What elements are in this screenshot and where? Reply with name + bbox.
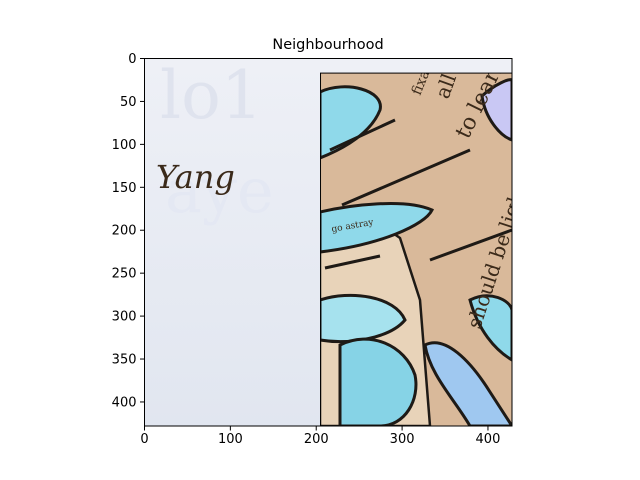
cyan-shape: [338, 337, 418, 426]
faded-background-letters-2: aye: [165, 154, 274, 227]
cyan-shape: [468, 294, 512, 362]
faded-background-letters: lo1: [160, 57, 263, 134]
lavender-shape: [480, 78, 512, 142]
x-tick-label: 300: [390, 432, 415, 447]
yang-word: Yang: [156, 158, 235, 196]
ink-strokes: [324, 118, 512, 270]
cyan-shape: [320, 202, 435, 254]
y-tick-label: 50: [120, 95, 137, 110]
cyan-shape: [320, 293, 407, 344]
y-tick-label: 200: [112, 224, 137, 239]
y-axis: 0 50 100 150 200 250 300 350 400: [112, 52, 145, 410]
cyan-shape: [320, 85, 382, 160]
y-tick-label: 0: [128, 52, 136, 67]
y-tick-label: 100: [112, 138, 137, 153]
x-tick-label: 0: [140, 432, 148, 447]
y-tick-label: 300: [112, 310, 137, 325]
blue-shape: [423, 341, 512, 426]
chart-title: Neighbourhood: [272, 37, 383, 53]
y-tick-label: 400: [112, 395, 137, 410]
y-tick-label: 150: [112, 181, 137, 196]
x-axis: 0 100 200 300 400: [140, 426, 500, 447]
x-tick-label: 200: [304, 432, 329, 447]
y-tick-label: 350: [112, 353, 137, 368]
x-tick-label: 400: [476, 432, 501, 447]
x-tick-label: 100: [218, 432, 243, 447]
axes-frame: [144, 58, 513, 427]
y-tick-label: 250: [112, 267, 137, 282]
